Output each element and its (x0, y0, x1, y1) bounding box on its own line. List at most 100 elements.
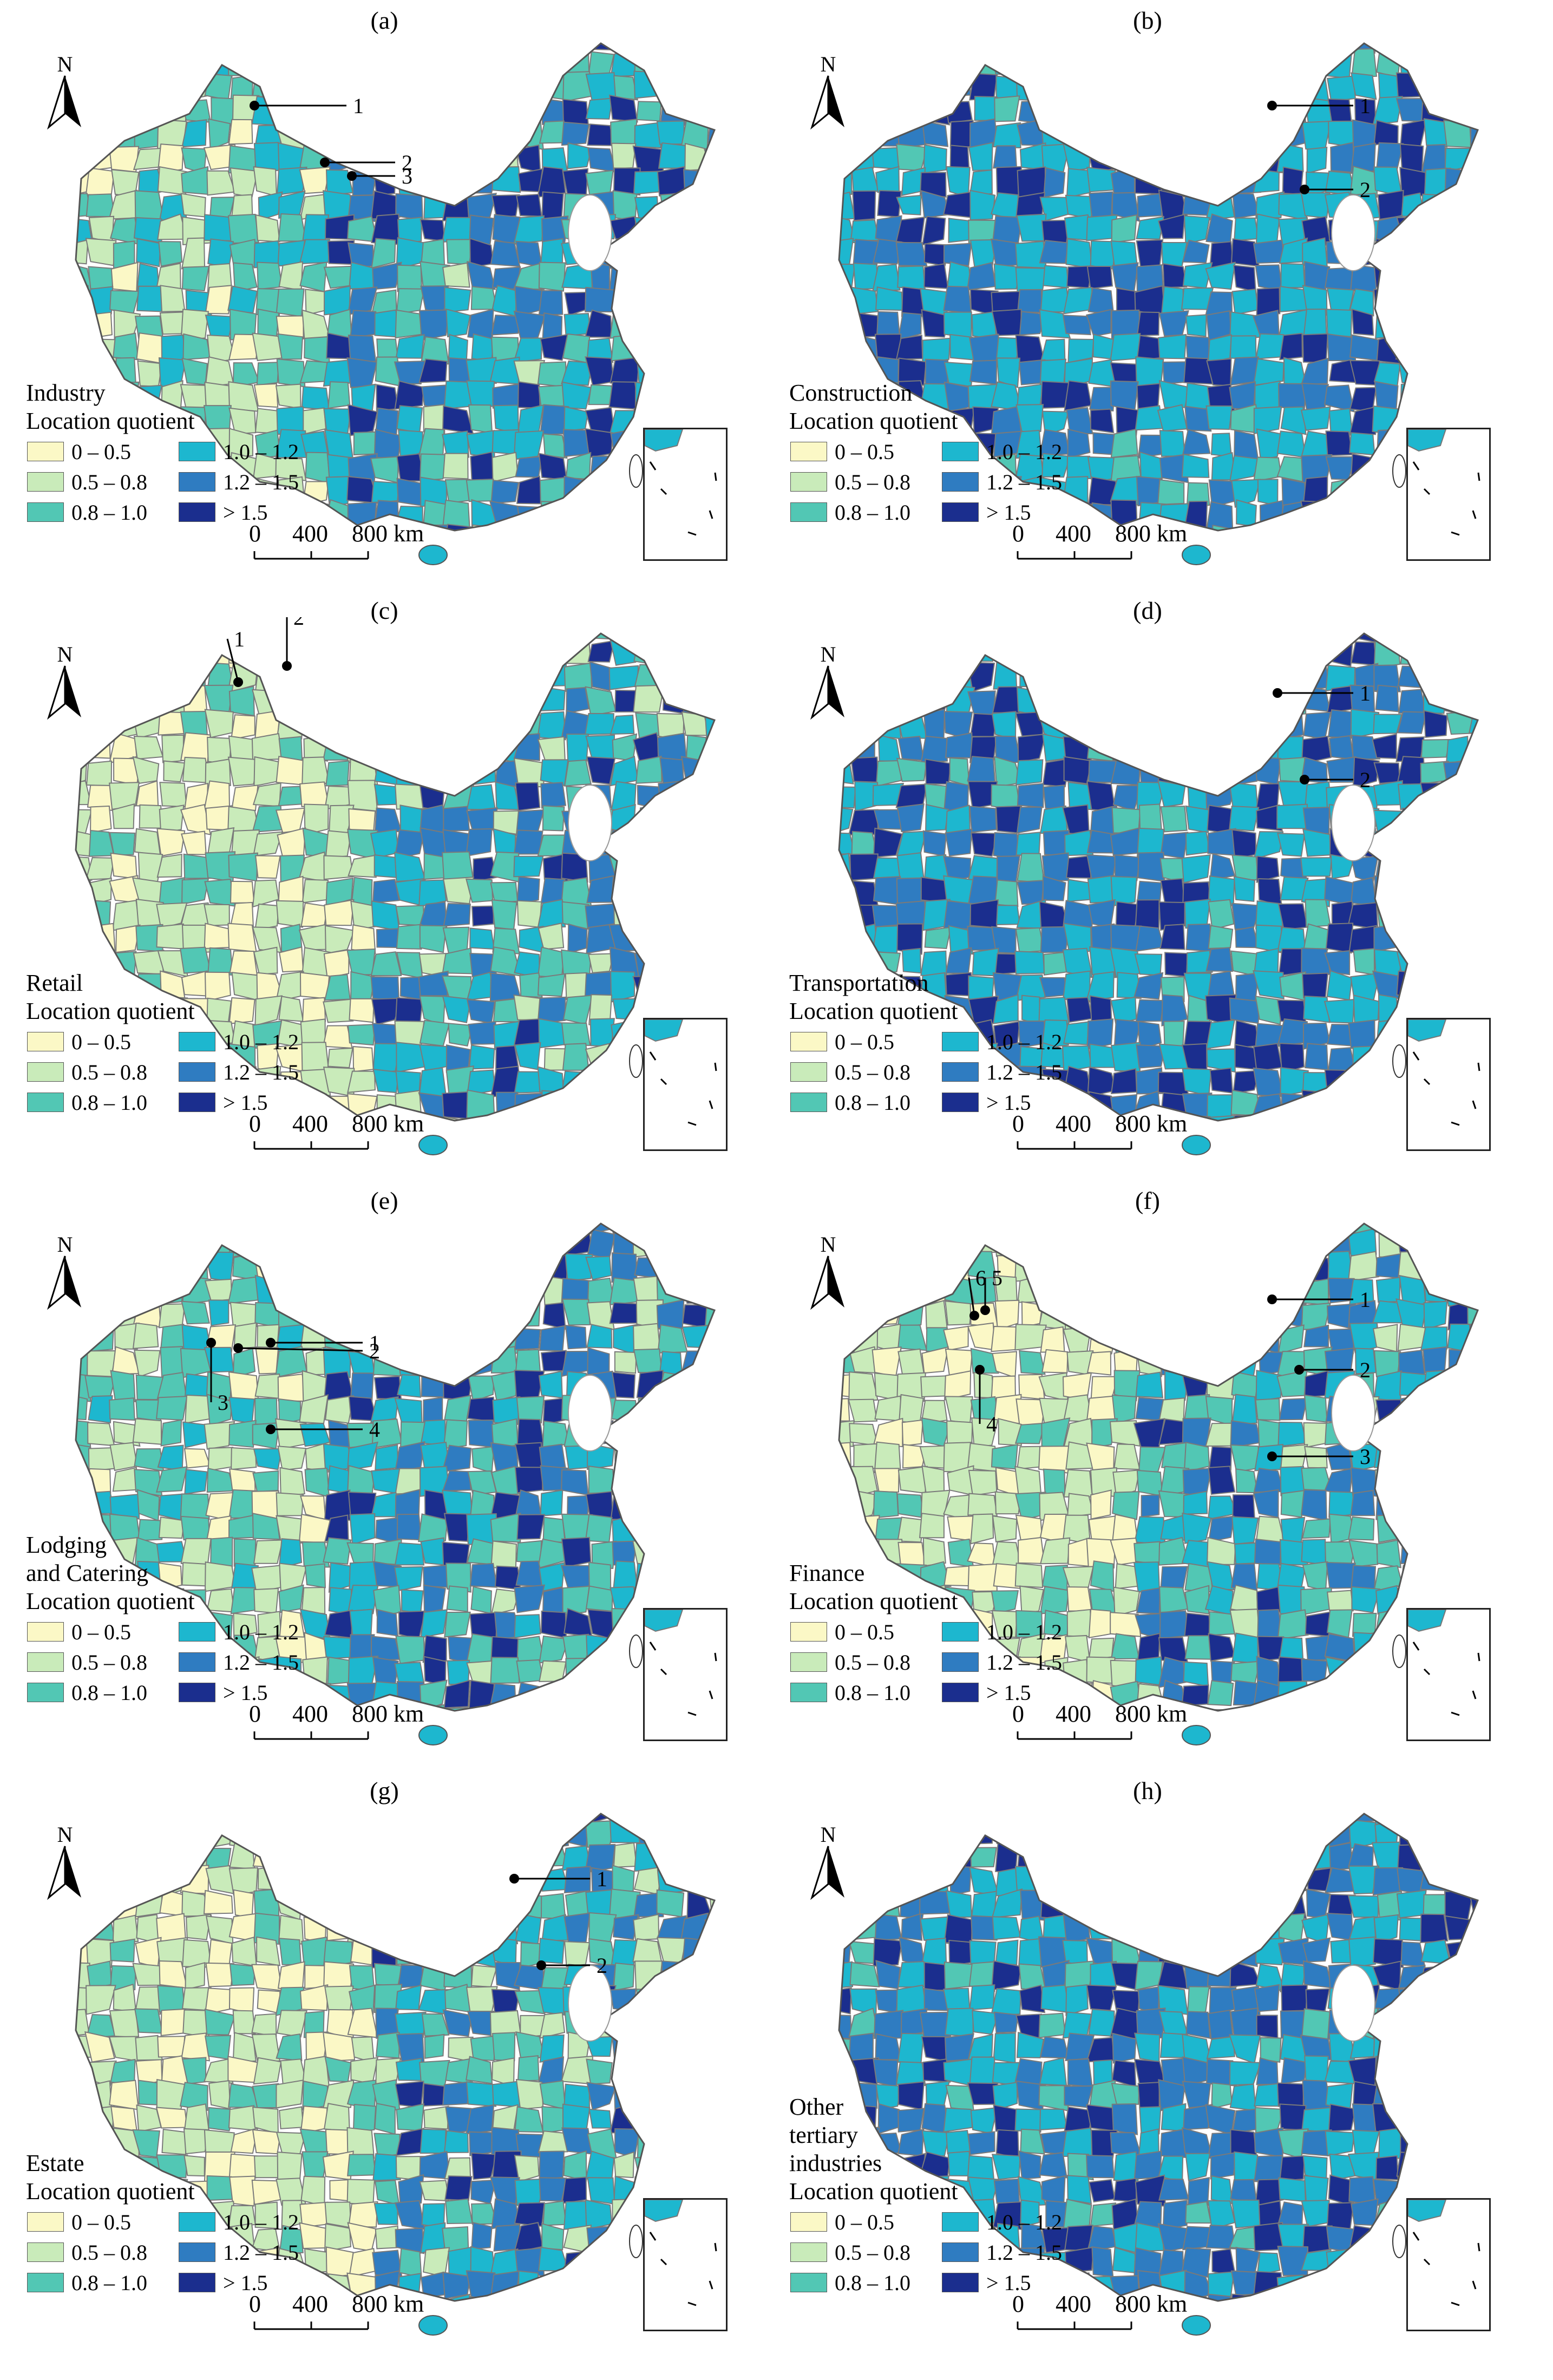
map-region (1234, 217, 1260, 241)
map-region (566, 734, 589, 763)
callout-number: 2 (1360, 1358, 1371, 1382)
map-region (114, 1865, 135, 1896)
map-region (1163, 1021, 1185, 1048)
map-region (184, 1394, 212, 1424)
map-region (849, 1818, 879, 1848)
map-region (1444, 167, 1474, 194)
choropleth-map: 123 (75, 42, 716, 565)
callout-number: 1 (353, 94, 364, 118)
north-arrow: N (43, 1822, 87, 1903)
country-outline (838, 42, 1479, 532)
map-region (470, 1708, 496, 1711)
map-region (895, 1227, 923, 1257)
map-region (967, 1707, 998, 1711)
map-region (1493, 357, 1521, 387)
map-region (1347, 1895, 1379, 1918)
map-region (254, 48, 277, 75)
map-region (657, 900, 683, 927)
map-region (588, 2108, 612, 2129)
map-region (256, 362, 279, 386)
map-region (1302, 333, 1328, 363)
map-region (90, 97, 116, 126)
map-region (1230, 95, 1260, 125)
map-region (657, 1563, 686, 1589)
map-region (421, 2013, 450, 2037)
map-region (1400, 1941, 1426, 1967)
legend-range-label: 1.0 – 1.2 (223, 1029, 299, 1054)
map-region (1092, 715, 1117, 738)
map-region (204, 633, 234, 644)
map-region (1064, 1298, 1091, 1330)
callout-number: 1 (1360, 681, 1371, 705)
callout-dot (536, 1960, 546, 1970)
map-region (517, 381, 541, 409)
map-region (492, 285, 517, 317)
map-region (1182, 1302, 1213, 1329)
map-region (561, 1090, 592, 1121)
map-region (1302, 525, 1333, 531)
map-region (729, 877, 756, 905)
map-region (230, 880, 255, 904)
map-region (1492, 973, 1521, 1000)
map-region (633, 1892, 664, 1918)
map-region (1495, 734, 1518, 760)
map-region (1039, 1867, 1066, 1895)
map-region (325, 2246, 354, 2278)
map-region (680, 780, 711, 812)
map-region (110, 852, 137, 880)
legend-range-label: 1.2 – 1.5 (986, 1650, 1062, 1675)
map-region (970, 1513, 994, 1545)
map-region (442, 453, 469, 480)
map-region (1109, 638, 1141, 666)
map-region (1062, 1279, 1091, 1302)
map-region (1257, 479, 1279, 507)
map-region (1302, 43, 1333, 53)
map-region (115, 924, 141, 953)
map-region (539, 476, 567, 504)
map-region (1210, 433, 1232, 457)
map-region (587, 123, 614, 146)
map-region (1277, 43, 1306, 54)
map-region (633, 638, 665, 667)
map-region (251, 689, 278, 716)
map-region (204, 971, 231, 1002)
map-region (922, 638, 948, 664)
map-region (515, 1817, 543, 1850)
map-region (516, 1514, 546, 1540)
north-arrow-icon (47, 665, 81, 720)
map-region (470, 633, 493, 642)
map-region (109, 48, 136, 79)
map-region (466, 807, 499, 831)
map-region (897, 312, 922, 341)
map-region (1496, 1022, 1521, 1044)
map-region (634, 2037, 661, 2062)
map-region (1443, 120, 1472, 148)
map-region (1349, 334, 1380, 361)
map-region (84, 1840, 116, 1868)
callout-dot (266, 1424, 276, 1434)
callout-dot (206, 1338, 216, 1348)
map-region (614, 1447, 640, 1474)
map-region (922, 633, 948, 644)
map-region (944, 1370, 972, 1401)
map-region (1235, 1468, 1259, 1494)
map-region (132, 2297, 162, 2301)
map-region (1492, 924, 1521, 954)
map-region (299, 972, 330, 999)
map-region (874, 1706, 903, 1711)
map-region (447, 736, 474, 764)
map-region (733, 1564, 752, 1592)
map-region (635, 288, 663, 317)
map-region (564, 759, 592, 787)
map-region (372, 1043, 402, 1074)
map-region (160, 285, 186, 312)
map-region (466, 260, 496, 290)
map-region (159, 805, 185, 834)
map-region (1065, 238, 1093, 269)
panel-label: (h) (1133, 1777, 1162, 1804)
map-region (372, 1068, 399, 1094)
map-region (299, 166, 331, 194)
map-region (1281, 74, 1308, 99)
map-region (1467, 688, 1478, 716)
